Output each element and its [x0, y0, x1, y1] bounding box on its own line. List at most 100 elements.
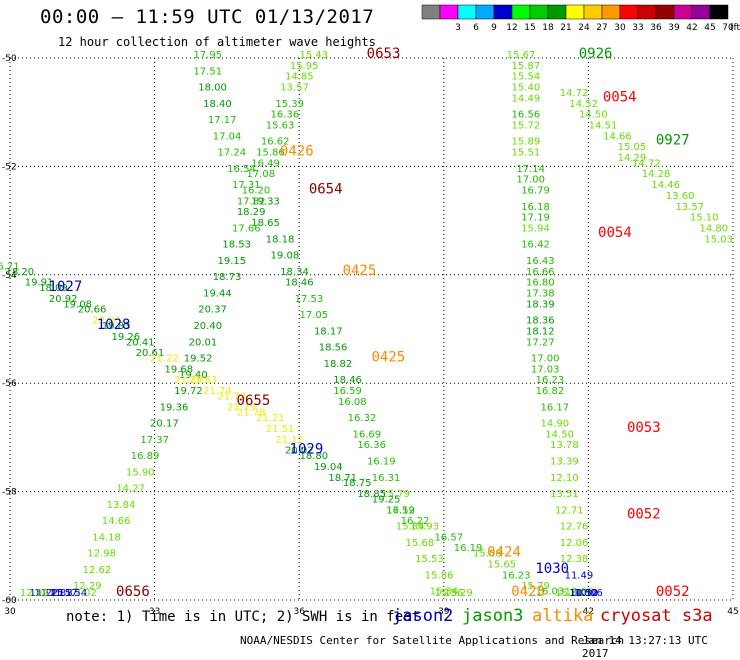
- colorbar-swatch: [691, 4, 711, 20]
- lat-tick-label: -50: [2, 54, 17, 64]
- pass-time-label: 0425: [343, 263, 377, 279]
- swh-value: 18.82: [324, 359, 353, 370]
- swh-value: 21.22: [150, 354, 179, 365]
- swh-value: 17.37: [140, 435, 169, 446]
- swh-value: 14.51: [589, 120, 618, 131]
- swh-value: 16.19: [367, 457, 396, 468]
- swh-value: 16.89: [131, 451, 160, 462]
- swh-value: 15.51: [512, 148, 541, 159]
- swh-value: 11.25: [34, 588, 63, 599]
- pass-time-label: 0656: [116, 584, 150, 600]
- swh-value: 21.11: [275, 435, 304, 446]
- colorbar-swatch: [637, 4, 657, 20]
- swh-value: 10.50: [569, 588, 598, 599]
- swh-value: 11.31: [569, 588, 598, 599]
- pass-time-label: 0424: [487, 545, 521, 561]
- swh-value: 22.75: [227, 402, 256, 413]
- pass-time-label: 0927: [656, 133, 690, 149]
- swh-value: 15.67: [507, 50, 536, 61]
- swh-value: 16.12: [386, 505, 415, 516]
- swh-value: 19.25: [372, 494, 401, 505]
- swh-value: 14.18: [92, 532, 121, 543]
- colorbar-swatch: [655, 4, 675, 20]
- swh-value: 16.66: [526, 267, 555, 278]
- swh-value: 15.87: [512, 61, 541, 72]
- swh-value: 14.66: [102, 516, 131, 527]
- swh-value: 20.92: [49, 294, 78, 305]
- swh-value: 18.09: [39, 283, 68, 294]
- colorbar-swatch: [421, 4, 441, 20]
- pass-time-label: 0655: [237, 393, 271, 409]
- swh-value: 21.63: [189, 375, 218, 386]
- colorbar-tick: 39: [668, 23, 680, 33]
- swh-value: 18.80: [299, 451, 328, 462]
- swh-value: 19.33: [251, 196, 280, 207]
- swh-value: 16.56: [512, 110, 541, 121]
- swh-value: 18.46: [285, 278, 314, 289]
- swh-value: 16.23: [502, 570, 531, 581]
- pass-time-label: 1028: [97, 317, 131, 333]
- colorbar-tick: 42: [686, 23, 697, 33]
- lat-tick-label: -58: [2, 488, 17, 498]
- swh-value: 18.85: [357, 489, 386, 500]
- colorbar-tick: 45: [704, 23, 715, 33]
- colorbar-tick: 15: [524, 23, 535, 33]
- swh-value: 13.51: [550, 489, 579, 500]
- swh-value: 16.69: [352, 429, 381, 440]
- colorbar-swatch: [457, 4, 477, 20]
- swh-value: 15.36: [434, 588, 463, 599]
- swh-value: 18.34: [280, 267, 309, 278]
- swh-value: 16.22: [401, 516, 430, 527]
- swh-value: 20.41: [126, 337, 155, 348]
- swh-value: 15.94: [521, 223, 550, 234]
- colorbar-swatch: [619, 4, 639, 20]
- swh-value: 19.36: [160, 402, 189, 413]
- pass-time-label: 1029: [290, 442, 324, 458]
- colorbar-tick: 21: [560, 23, 571, 33]
- swh-value: 18.75: [343, 478, 372, 489]
- swh-value: 18.17: [314, 326, 343, 337]
- swh-value: 16.43: [526, 256, 555, 267]
- legend-cryosat: cryosat s3a: [600, 606, 713, 626]
- swh-value: 20.40: [193, 321, 222, 332]
- swh-value: 16.36: [271, 110, 300, 121]
- swh-value: 19.04: [314, 462, 343, 473]
- swh-value: 16.80: [526, 278, 555, 289]
- swh-value: 18.36: [526, 316, 555, 327]
- swh-value: 18.65: [251, 218, 280, 229]
- swh-value: 18.73: [213, 272, 242, 283]
- swh-value: 15.10: [690, 213, 719, 224]
- swh-value: 21.74: [203, 386, 232, 397]
- pass-time-label: 1030: [535, 561, 569, 577]
- swh-value: 14.72: [632, 158, 661, 169]
- swh-value: 20.17: [150, 419, 179, 430]
- swh-value: 12.06: [560, 538, 589, 549]
- lon-tick-label: 33: [149, 607, 160, 617]
- swh-value: 18.53: [222, 240, 251, 251]
- swh-value: 15.93: [410, 522, 439, 533]
- colorbar-tick: 3: [455, 23, 461, 33]
- swh-value: 16.03: [536, 587, 565, 598]
- lon-tick-label: 42: [583, 607, 594, 617]
- swh-value: 14.72: [560, 88, 589, 99]
- swh-value: 14.85: [285, 72, 314, 83]
- swh-value: 11.12: [569, 588, 598, 599]
- swh-value: 14.50: [545, 429, 574, 440]
- swh-value: 15.86: [256, 148, 285, 159]
- swh-value: 15.88: [555, 588, 584, 599]
- swh-value: 14.50: [579, 110, 608, 121]
- colorbar-swatch: [439, 4, 459, 20]
- swh-value: 17.27: [526, 337, 555, 348]
- swh-value: 11.49: [565, 570, 594, 581]
- pass-time-label: 0653: [367, 46, 401, 62]
- swh-value: 15.65: [487, 559, 516, 570]
- swh-value: 15.95: [290, 61, 319, 72]
- swh-value: 14.66: [603, 131, 632, 142]
- swh-value: 20.02: [285, 446, 314, 457]
- swh-value: 16.23: [536, 375, 565, 386]
- pass-time-label: 0052: [656, 584, 690, 600]
- swh-value: 17.00: [516, 175, 545, 186]
- swh-value: 17.38: [526, 288, 555, 299]
- swh-value: 18.46: [333, 375, 362, 386]
